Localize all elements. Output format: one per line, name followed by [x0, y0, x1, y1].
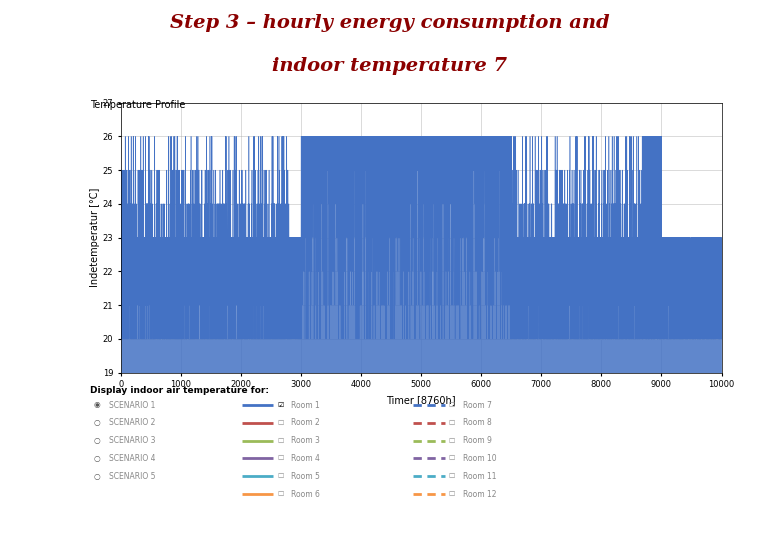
Text: ○: ○ — [94, 436, 100, 445]
Text: ○: ○ — [94, 454, 100, 463]
Text: Room 11: Room 11 — [463, 472, 496, 481]
Text: Room 3: Room 3 — [291, 436, 320, 445]
Text: Step 3 – hourly energy consumption and: Step 3 – hourly energy consumption and — [170, 14, 610, 31]
Text: Room 10: Room 10 — [463, 454, 496, 463]
Text: ○: ○ — [94, 418, 100, 427]
Text: ☐: ☐ — [448, 420, 455, 426]
Text: ☐: ☐ — [448, 455, 455, 462]
Text: Room 9: Room 9 — [463, 436, 491, 445]
Text: ☑: ☑ — [277, 402, 283, 408]
Text: Room 5: Room 5 — [291, 472, 320, 481]
Text: Room 7: Room 7 — [463, 401, 491, 409]
Text: Temperature Profile: Temperature Profile — [90, 100, 185, 110]
Text: ☐: ☐ — [277, 420, 283, 426]
Text: Room 12: Room 12 — [463, 490, 496, 498]
Text: SCENARIO 3: SCENARIO 3 — [109, 436, 156, 445]
Text: ☐: ☐ — [277, 473, 283, 480]
Text: Room 8: Room 8 — [463, 418, 491, 427]
Text: ◉: ◉ — [94, 401, 100, 409]
Text: SCENARIO 4: SCENARIO 4 — [109, 454, 156, 463]
Text: ☐: ☐ — [448, 473, 455, 480]
Text: ☐: ☐ — [448, 402, 455, 408]
Text: Room 4: Room 4 — [291, 454, 320, 463]
Text: indoor temperature 7: indoor temperature 7 — [272, 57, 508, 75]
Text: ☐: ☐ — [448, 491, 455, 497]
X-axis label: Timer [8760h]: Timer [8760h] — [386, 395, 456, 405]
Text: SCENARIO 5: SCENARIO 5 — [109, 472, 156, 481]
Text: ☐: ☐ — [277, 491, 283, 497]
Text: ☐: ☐ — [277, 437, 283, 444]
Text: Display indoor air temperature for:: Display indoor air temperature for: — [90, 386, 268, 395]
Text: Room 1: Room 1 — [291, 401, 320, 409]
Text: Room 6: Room 6 — [291, 490, 320, 498]
Text: SCENARIO 2: SCENARIO 2 — [109, 418, 155, 427]
Y-axis label: Indetemperatur [°C]: Indetemperatur [°C] — [90, 188, 100, 287]
Text: Room 2: Room 2 — [291, 418, 320, 427]
Text: ☐: ☐ — [277, 455, 283, 462]
Text: SCENARIO 1: SCENARIO 1 — [109, 401, 155, 409]
Text: ☐: ☐ — [448, 437, 455, 444]
Text: ○: ○ — [94, 472, 100, 481]
